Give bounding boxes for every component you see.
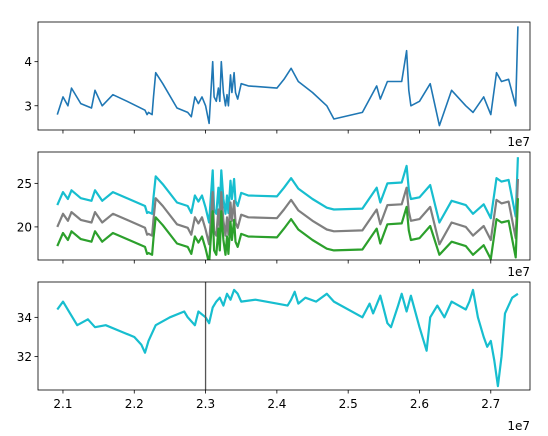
y-tick-label: 34 — [17, 311, 32, 325]
y-tick-label: 25 — [17, 177, 32, 191]
x-offset-label: 1e7 — [507, 265, 530, 279]
axes-frame-top — [37, 21, 531, 131]
x-offset-label: 1e7 — [507, 135, 530, 149]
subplot-bottom: 32 34 2.1 2.2 2.3 2.4 2.5 2.6 2.7 1e7 — [17, 281, 531, 433]
subplot-middle: 20 25 1e7 — [17, 151, 531, 279]
plot-area-bottom — [56, 282, 519, 390]
axes-frame-middle — [37, 151, 531, 261]
y-tick-label: 4 — [24, 55, 32, 69]
subplot-top: 3 4 1e7 — [24, 21, 531, 149]
series-line-middle-2 — [56, 198, 519, 260]
x-tick-label: 2.5 — [339, 397, 358, 411]
plot-area-top — [56, 26, 519, 127]
axes-frame-bottom — [37, 281, 531, 391]
x-tick-label: 2.7 — [481, 397, 500, 411]
plot-area-middle — [56, 157, 519, 260]
series-line-middle-1 — [56, 178, 519, 246]
y-tick-label: 20 — [17, 220, 32, 234]
x-offset-label: 1e7 — [507, 419, 530, 433]
x-tick-label: 2.4 — [267, 397, 286, 411]
x-tick-label: 2.2 — [125, 397, 144, 411]
series-line-middle-0 — [56, 157, 519, 224]
y-tick-label: 3 — [24, 99, 32, 113]
y-tick-label: 32 — [17, 350, 32, 364]
x-tick-label: 2.1 — [53, 397, 72, 411]
series-line-bottom-0 — [56, 288, 519, 388]
x-tick-label: 2.6 — [410, 397, 429, 411]
series-line-top-0 — [56, 26, 519, 127]
x-tick-label: 2.3 — [196, 397, 215, 411]
